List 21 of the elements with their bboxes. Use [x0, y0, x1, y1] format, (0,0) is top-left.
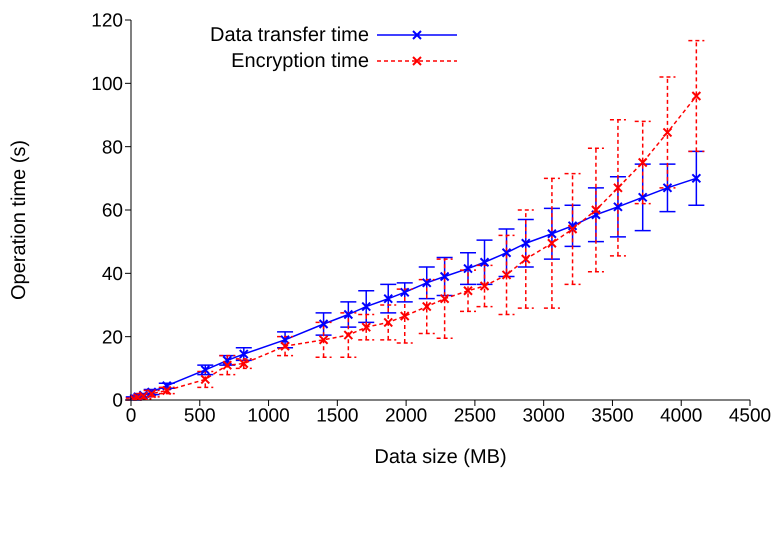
x-tick-label: 4000	[660, 405, 702, 426]
y-tick-label: 120	[91, 10, 123, 32]
x-tick-label: 0	[126, 405, 136, 426]
x-axis-title: Data size (MB)	[374, 446, 507, 468]
y-tick-label: 40	[102, 264, 123, 286]
y-axis-title: Operation time (s)	[8, 140, 30, 300]
y-tick-label: 0	[112, 390, 123, 412]
y-tick-label: 80	[102, 137, 123, 158]
legend-label: Encryption time	[231, 50, 369, 72]
x-tick-label: 1500	[316, 405, 358, 426]
x-tick-label: 2000	[384, 405, 428, 426]
y-tick-label: 60	[102, 200, 123, 222]
x-tick-label: 2500	[454, 405, 496, 426]
legend-label: Data transfer time	[210, 24, 369, 46]
y-tick-label: 20	[102, 327, 123, 348]
x-tick-label: 1000	[247, 405, 290, 426]
x-tick-label: 500	[184, 405, 216, 426]
x-tick-label: 3500	[591, 405, 634, 426]
x-tick-label: 3000	[522, 405, 565, 426]
x-tick-label: 4500	[728, 405, 772, 426]
y-tick-label: 100	[91, 74, 123, 96]
